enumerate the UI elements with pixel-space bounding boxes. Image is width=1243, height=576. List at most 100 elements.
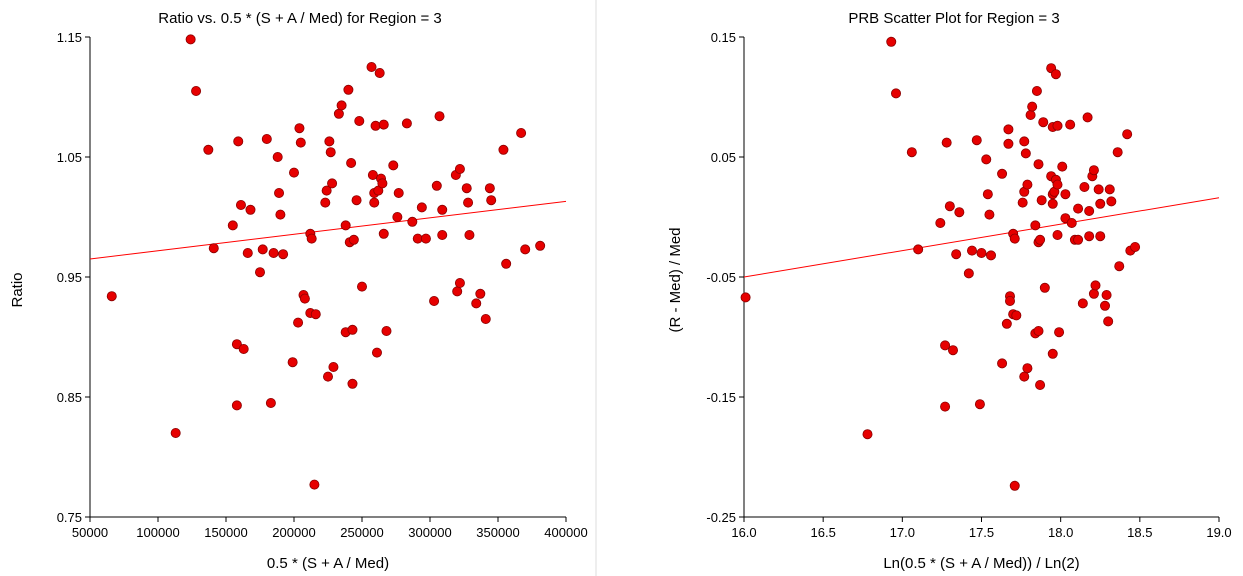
data-point bbox=[354, 116, 365, 127]
data-point bbox=[322, 371, 333, 382]
data-point bbox=[324, 136, 335, 147]
x-tick-label: 18.5 bbox=[1127, 525, 1152, 540]
data-point bbox=[327, 178, 338, 189]
data-point bbox=[963, 268, 974, 279]
data-point bbox=[1112, 147, 1123, 158]
data-point bbox=[431, 180, 442, 191]
data-point bbox=[231, 339, 242, 350]
data-point bbox=[294, 123, 305, 134]
data-point bbox=[309, 479, 320, 490]
data-point bbox=[1001, 318, 1012, 329]
data-point bbox=[340, 220, 351, 231]
x-tick-label: 200000 bbox=[272, 525, 315, 540]
data-point bbox=[1052, 179, 1063, 190]
data-point bbox=[1011, 310, 1022, 321]
x-tick-label: 400000 bbox=[544, 525, 587, 540]
data-point bbox=[1031, 86, 1042, 97]
data-point bbox=[261, 133, 272, 144]
data-point bbox=[275, 209, 286, 220]
data-point bbox=[1052, 120, 1063, 131]
data-point bbox=[1017, 197, 1028, 208]
data-point bbox=[944, 201, 955, 212]
y-tick-label: 1.05 bbox=[57, 150, 82, 165]
data-point bbox=[967, 245, 978, 256]
data-point bbox=[940, 340, 951, 351]
data-point bbox=[393, 187, 404, 198]
data-point bbox=[520, 244, 531, 255]
chart-title: Ratio vs. 0.5 * (S + A / Med) for Region… bbox=[158, 10, 441, 27]
data-point bbox=[1019, 371, 1030, 382]
data-point bbox=[535, 240, 546, 251]
data-point bbox=[1005, 295, 1016, 306]
data-point bbox=[1088, 165, 1099, 176]
data-point bbox=[475, 288, 486, 299]
data-point bbox=[378, 228, 389, 239]
chart-panel-1: Ratio vs. 0.5 * (S + A / Med) for Region… bbox=[9, 10, 588, 572]
data-point bbox=[1030, 220, 1041, 231]
data-point bbox=[1035, 234, 1046, 245]
data-point bbox=[982, 189, 993, 200]
data-point bbox=[356, 281, 367, 292]
data-point bbox=[1103, 316, 1114, 327]
data-point bbox=[416, 202, 427, 213]
data-point bbox=[320, 197, 331, 208]
data-point bbox=[429, 295, 440, 306]
data-point bbox=[452, 286, 463, 297]
data-point bbox=[498, 144, 509, 155]
data-point bbox=[1065, 119, 1076, 130]
data-point bbox=[471, 298, 482, 309]
data-point bbox=[941, 137, 952, 148]
data-point bbox=[1104, 184, 1115, 195]
data-point bbox=[1020, 148, 1031, 159]
data-point bbox=[1050, 69, 1061, 80]
data-point bbox=[208, 243, 219, 254]
data-point bbox=[1019, 136, 1030, 147]
data-point bbox=[935, 217, 946, 228]
y-tick-label: 0.85 bbox=[57, 390, 82, 405]
data-point bbox=[1060, 189, 1071, 200]
data-point bbox=[347, 324, 358, 335]
data-point bbox=[191, 86, 202, 97]
data-point bbox=[948, 345, 959, 356]
x-tick-label: 16.5 bbox=[811, 525, 836, 540]
data-point bbox=[348, 234, 359, 245]
data-point bbox=[1088, 288, 1099, 299]
data-point bbox=[913, 244, 924, 255]
data-point bbox=[257, 244, 268, 255]
data-point bbox=[265, 397, 276, 408]
x-tick-label: 50000 bbox=[72, 525, 108, 540]
data-point bbox=[1052, 229, 1063, 240]
y-axis-label: (R - Med) / Med bbox=[667, 227, 684, 332]
data-point bbox=[1073, 234, 1084, 245]
data-point bbox=[1003, 124, 1014, 135]
data-point bbox=[1130, 241, 1141, 252]
data-point bbox=[1079, 181, 1090, 192]
data-point bbox=[203, 144, 214, 155]
data-point bbox=[1084, 231, 1095, 242]
data-point bbox=[278, 249, 289, 260]
x-axis-label: 0.5 * (S + A / Med) bbox=[267, 555, 389, 572]
data-point bbox=[1077, 298, 1088, 309]
data-point bbox=[516, 127, 527, 138]
data-point bbox=[974, 399, 985, 410]
data-point bbox=[370, 120, 381, 131]
data-point bbox=[233, 136, 244, 147]
y-tick-label: 1.15 bbox=[57, 30, 82, 45]
data-point bbox=[1066, 217, 1077, 228]
data-point bbox=[501, 258, 512, 269]
data-point bbox=[347, 378, 358, 389]
data-point bbox=[1047, 348, 1058, 359]
data-point bbox=[1036, 195, 1047, 206]
data-point bbox=[310, 309, 321, 320]
x-tick-label: 17.5 bbox=[969, 525, 994, 540]
data-point bbox=[272, 151, 283, 162]
data-point bbox=[997, 168, 1008, 179]
data-point bbox=[461, 183, 472, 194]
data-point bbox=[378, 119, 389, 130]
data-point bbox=[170, 427, 181, 438]
data-point bbox=[238, 343, 249, 354]
y-tick-label: -0.05 bbox=[706, 270, 736, 285]
data-point bbox=[940, 401, 951, 412]
data-point bbox=[954, 207, 965, 218]
